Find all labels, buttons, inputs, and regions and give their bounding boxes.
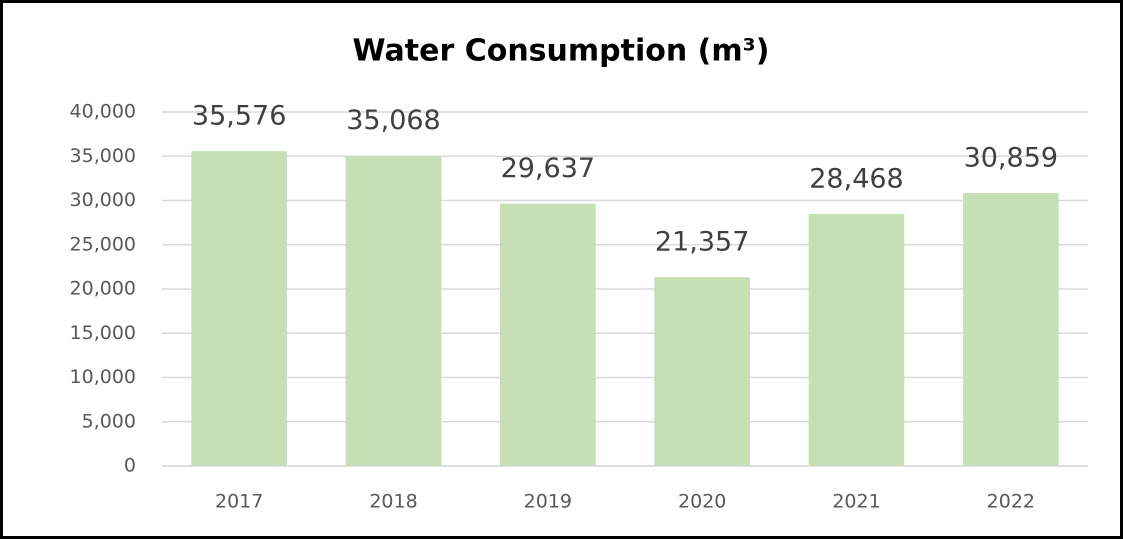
bar — [808, 214, 905, 466]
y-tick-label: 15,000 — [70, 322, 136, 344]
data-label: 35,576 — [192, 101, 286, 132]
data-label: 30,859 — [964, 142, 1058, 173]
bar — [499, 203, 596, 466]
bar — [191, 151, 288, 466]
y-tick-label: 20,000 — [70, 278, 136, 300]
x-tick-label: 2017 — [215, 491, 263, 513]
data-label: 28,468 — [809, 164, 903, 195]
y-tick-label: 30,000 — [70, 189, 136, 211]
y-tick-label: 5,000 — [82, 410, 136, 432]
data-label: 21,357 — [655, 226, 749, 257]
y-tick-label: 25,000 — [70, 233, 136, 255]
data-label: 35,068 — [346, 105, 440, 136]
y-tick-label: 0 — [124, 455, 136, 477]
bar — [962, 192, 1059, 467]
x-tick-label: 2022 — [987, 491, 1035, 513]
bar — [345, 155, 442, 466]
y-tick-label: 10,000 — [70, 366, 136, 388]
data-label: 29,637 — [501, 153, 595, 184]
y-tick-label: 40,000 — [70, 101, 136, 123]
x-tick-label: 2019 — [524, 491, 572, 513]
x-tick-label: 2018 — [369, 491, 417, 513]
x-tick-label: 2021 — [832, 491, 880, 513]
y-tick-label: 35,000 — [70, 145, 136, 167]
x-tick-label: 2020 — [678, 491, 726, 513]
chart-title: Water Consumption (m³) — [353, 34, 770, 69]
bar — [654, 276, 751, 466]
